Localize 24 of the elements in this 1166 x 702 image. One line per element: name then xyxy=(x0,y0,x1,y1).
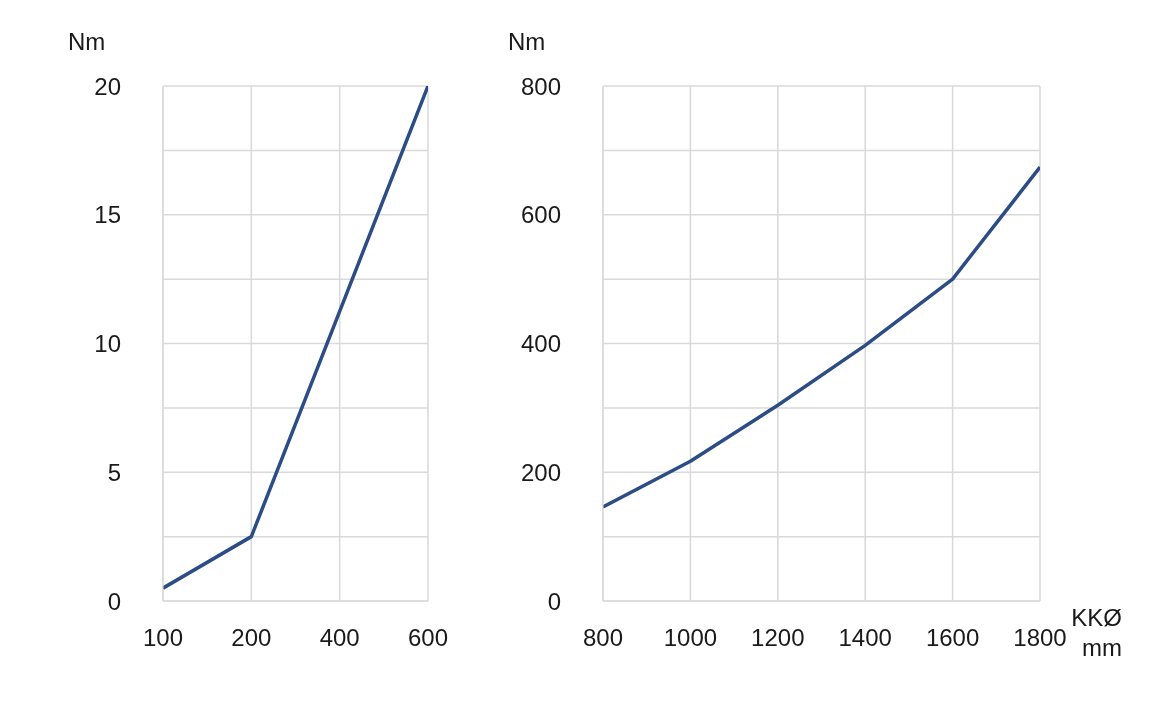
x-tick-label: 1200 xyxy=(751,624,805,652)
x-tick-label: 1400 xyxy=(838,624,892,652)
x-tick-label: 600 xyxy=(407,624,449,652)
x-tick-label: 400 xyxy=(319,624,360,652)
y-tick-label: 400 xyxy=(520,330,561,358)
y-tick-label: 15 xyxy=(94,201,121,229)
y-tick-label: 5 xyxy=(107,458,121,486)
y-tick-label: 20 xyxy=(94,72,121,100)
x-tick-label: 100 xyxy=(142,624,184,652)
x-tick-label: 1600 xyxy=(925,624,980,652)
y-tick-label: 10 xyxy=(94,330,121,358)
y-tick-label: 800 xyxy=(520,72,561,100)
x-tick-label: 1000 xyxy=(663,624,718,652)
y-tick-label: 0 xyxy=(547,587,561,615)
line-series xyxy=(603,165,1040,509)
x-axis-title: KKØ mm xyxy=(1071,603,1122,663)
y-tick-label: 600 xyxy=(520,201,561,229)
x-tick-label: 800 xyxy=(582,624,624,652)
y-axis-title: Nm xyxy=(508,28,546,56)
y-tick-label: 0 xyxy=(107,587,121,615)
y-tick-label: 200 xyxy=(520,458,561,486)
x-tick-label: 200 xyxy=(231,624,272,652)
y-axis-title: Nm xyxy=(68,28,106,56)
x-tick-label: 1800 xyxy=(1013,624,1067,652)
